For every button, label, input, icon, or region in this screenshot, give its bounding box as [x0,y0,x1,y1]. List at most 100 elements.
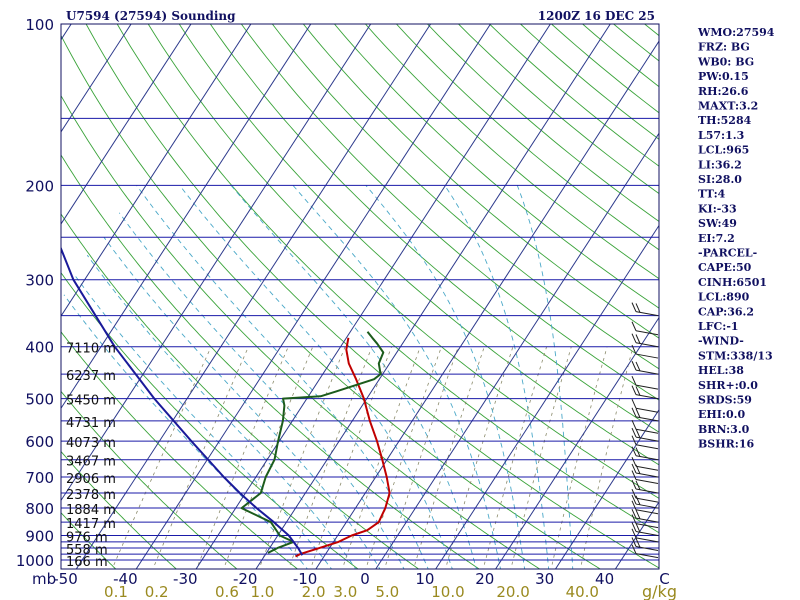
moist-adiabat [230,185,477,569]
isotherm [135,24,492,569]
height-label: 2378 m [66,488,116,503]
wind-barb [631,500,659,515]
temperature-tick-label: 30 [535,570,554,588]
index-entry: LCL:890 [698,291,750,304]
wind-barb [631,522,659,536]
mixing-ratio-line [384,346,459,569]
temperature-tick-label: 10 [415,570,434,588]
dry-adiabat [61,154,480,569]
index-entry: L57:1.3 [698,129,744,142]
isotherm [75,24,432,569]
mixing-ratio-line [111,346,212,569]
temperature-tick-label: -40 [113,570,138,588]
index-entry: EHI:0.0 [698,408,745,421]
mixing-ratio-line [288,346,373,569]
dry-adiabat [364,24,659,280]
mixing-ratio-tick-label: 40.0 [566,583,599,600]
mixing-ratio-tick-label: 2.0 [302,583,326,600]
mixing-ratio-tick-label: 0.2 [145,583,169,600]
index-entry: -WIND- [698,335,744,348]
temperature-tick-label: -30 [173,570,198,588]
mixing-ratio-line [310,346,392,569]
isotherm [195,24,551,569]
grid-layer [61,24,659,569]
temperature-tick-label: 40 [595,570,614,588]
index-entry: LFC:-1 [698,320,739,333]
height-label: 7110 m [66,342,116,357]
index-entry: KI:-33 [698,202,737,215]
index-entry: PW:0.15 [698,70,749,83]
mixing-ratio-line [258,346,346,569]
isotherm [61,24,132,133]
dry-adiabat [271,24,659,370]
wind-barb [631,427,659,442]
mixing-ratio-tick-label: 10.0 [431,583,464,600]
wind-barb [631,419,659,434]
dry-adiabat [178,24,659,466]
temperature-tick-label: -20 [233,570,258,588]
dry-adiabat [61,331,299,569]
temperature-tick-label: C [659,570,669,588]
height-label: 4073 m [66,436,116,451]
dry-adiabat [61,390,238,569]
dry-adiabat [61,450,177,569]
height-label: 5450 m [66,394,116,409]
moist-adiabat [516,185,574,569]
index-entry: RH:26.6 [698,85,749,98]
wind-barb [631,514,659,529]
height-label: 2906 m [66,472,116,487]
dry-adiabat [61,271,359,569]
mixing-ratio-unit-label: g/kg [642,582,677,600]
mixing-ratio-tick-label: 5.0 [375,583,399,600]
pressure-tick-label: 800 [25,500,54,518]
wind-barb [631,537,659,551]
mixing-ratio-tick-label: 20.0 [496,583,529,600]
height-label: 976 m [66,530,108,545]
dry-adiabat [61,34,602,569]
mixing-ratio-line [482,346,547,569]
temperature-tick-label: -50 [53,570,78,588]
index-entry: LCL:965 [698,144,749,157]
index-entry: CAP:36.2 [698,305,754,318]
mixing-ratio-line [152,346,249,569]
wind-barb [631,479,659,494]
index-entry: -PARCEL- [698,247,757,260]
dry-adiabat [61,512,117,569]
wind-barb [631,494,659,509]
mixing-ratio-tick-label: 1.0 [250,583,274,600]
dry-adiabat [333,24,659,309]
dry-adiabat [85,24,659,569]
wind-barb [631,544,659,559]
index-entry: WMO:27594 [697,26,775,39]
dry-adiabat [240,24,659,401]
index-entry: STM:338/13 [698,349,773,362]
index-entry: CINH:6501 [698,276,767,289]
isotherm [61,24,252,318]
isotherm [375,132,659,569]
index-entry: MAXT:3.2 [698,100,758,113]
dry-adiabat [209,24,659,433]
wind-barb [631,435,659,450]
wind-barb [631,446,659,461]
index-entry: FRZ: BG [698,41,750,54]
index-entry: WB0: BG [697,55,754,68]
height-label: 166 m [66,555,108,570]
index-entry: TT:4 [698,188,726,201]
temperature-tick-label: -10 [293,570,318,588]
dry-adiabat [61,94,541,569]
temperature-profile [295,337,391,558]
wind-barb [631,385,659,400]
dry-adiabat [61,213,420,569]
mixing-ratio-tick-label: 3.0 [333,583,357,600]
temperature-tick-label: 0 [360,570,370,588]
pressure-tick-label: 1000 [16,552,54,570]
isotherm [554,408,659,569]
chart-title: U7594 (27594) Sounding [66,9,236,23]
index-entry: SI:28.0 [698,173,742,186]
mixing-ratio-tick-label: 0.6 [215,583,239,600]
isotherm [494,316,659,569]
wind-barbs [631,302,659,559]
